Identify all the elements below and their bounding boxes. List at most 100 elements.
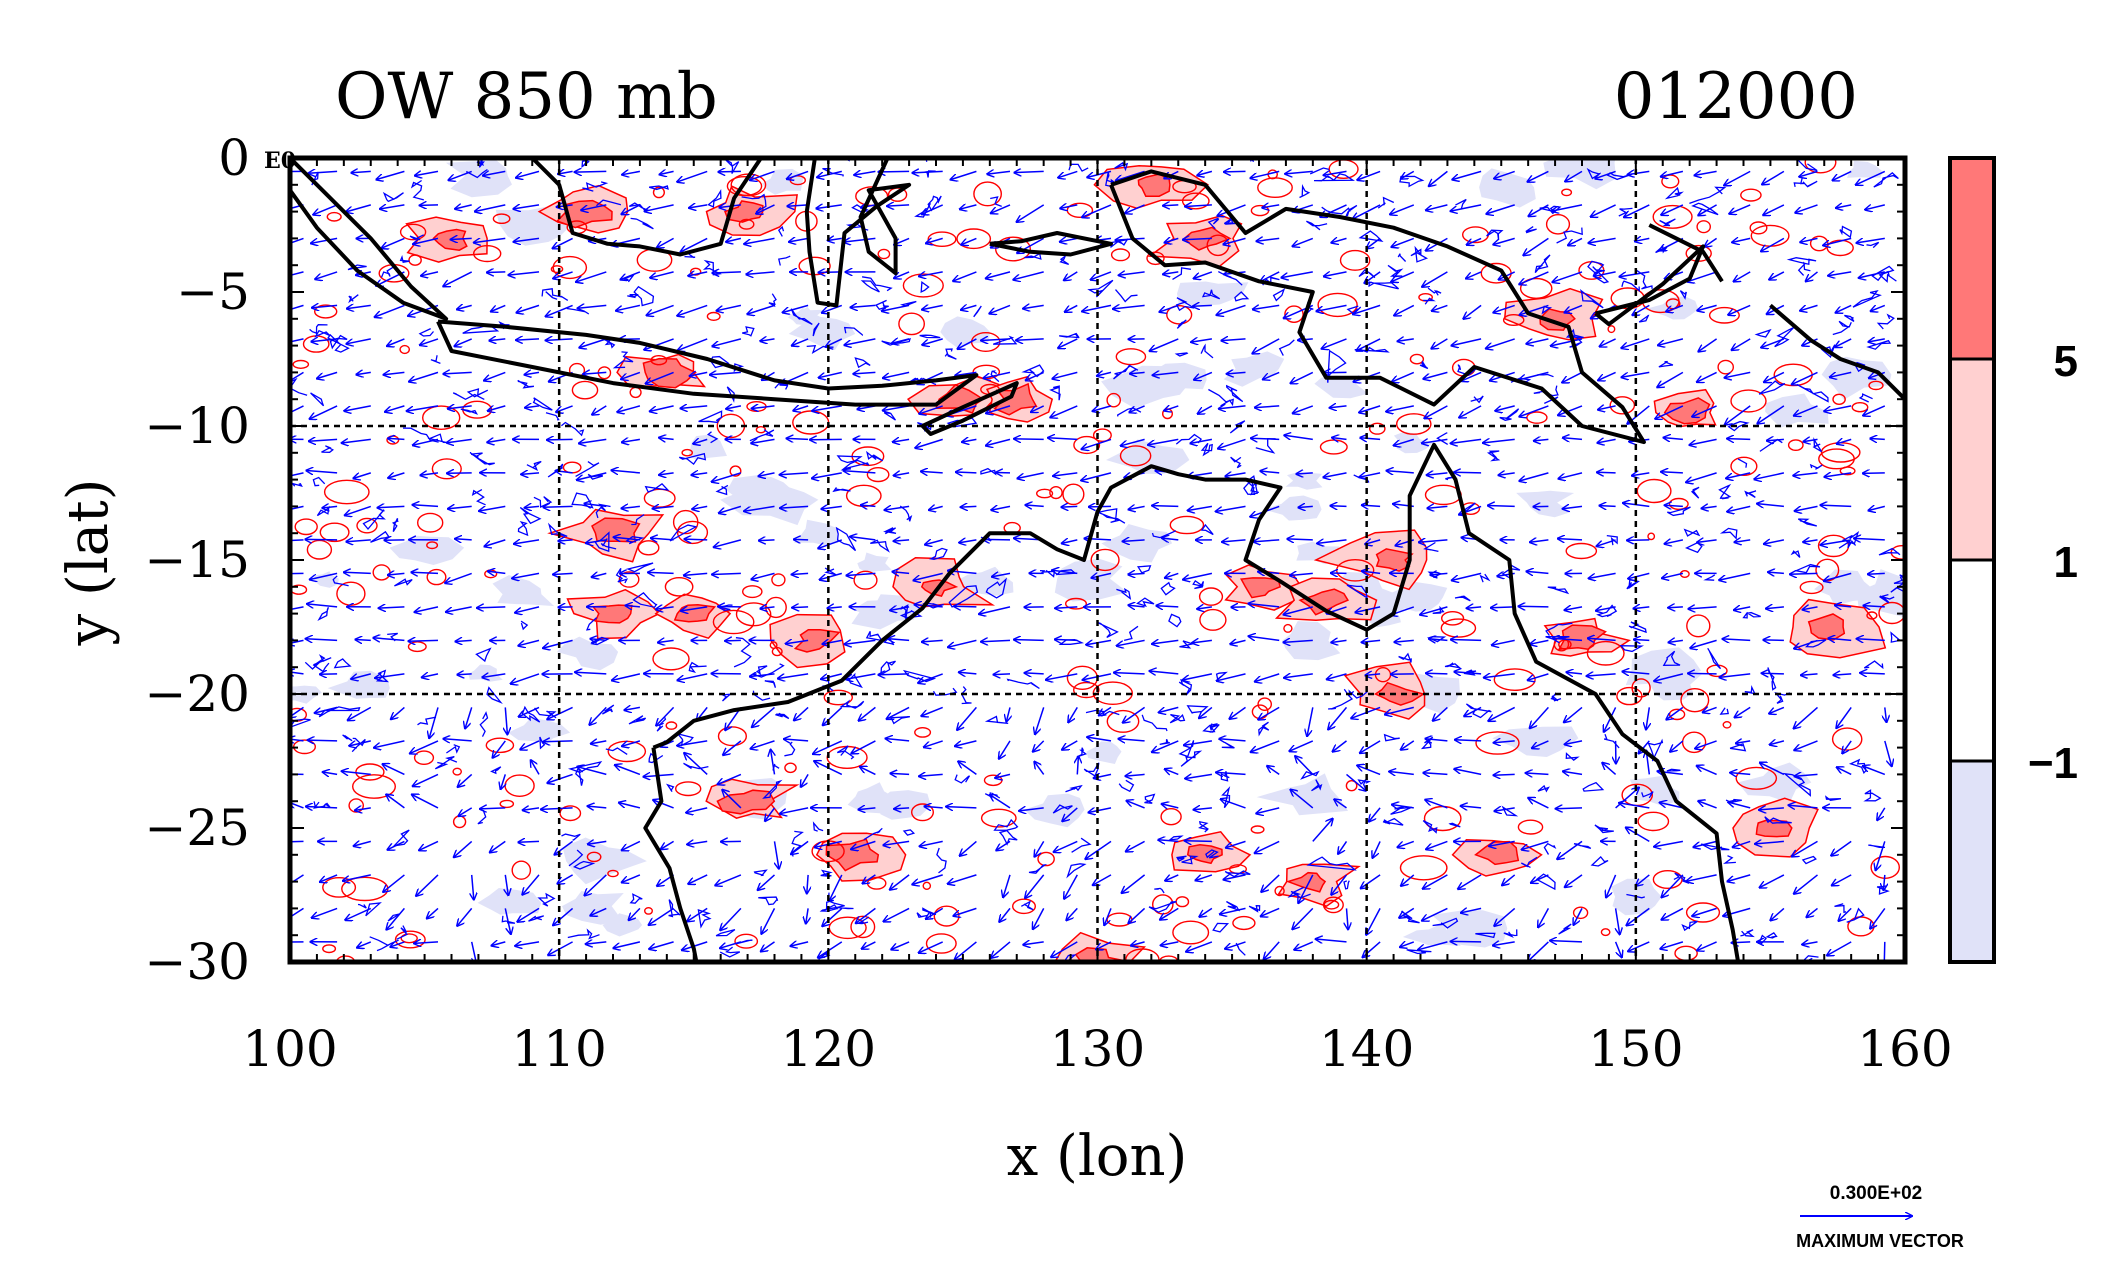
wind-vector xyxy=(878,674,910,675)
negative-contour xyxy=(520,620,529,631)
colorbar-label: −1 xyxy=(2028,739,2078,788)
negative-contour xyxy=(1311,779,1323,792)
wind-vector xyxy=(951,170,977,179)
negative-contour xyxy=(1176,319,1187,329)
positive-core-region xyxy=(591,517,641,543)
wind-vector xyxy=(1520,304,1549,315)
negative-contour xyxy=(1052,804,1073,814)
negative-contour xyxy=(477,809,487,825)
negative-contour xyxy=(1774,692,1791,704)
negative-contour xyxy=(919,334,941,339)
negative-contour xyxy=(960,686,972,705)
negative-contour xyxy=(1076,747,1088,758)
negative-contour xyxy=(1679,290,1687,300)
wind-vector xyxy=(1553,271,1583,282)
wind-vector xyxy=(1253,305,1280,309)
wind-vector xyxy=(890,773,910,774)
negative-contour xyxy=(1666,506,1691,517)
wind-vector xyxy=(1160,304,1179,312)
x-tick-label: 160 xyxy=(1857,1020,1952,1078)
wind-vector xyxy=(1568,237,1583,245)
positive-contour xyxy=(784,762,797,774)
positive-contour xyxy=(1637,811,1670,832)
negative-shaded-region xyxy=(1263,495,1322,521)
positive-contour xyxy=(1839,466,1856,476)
wind-vector xyxy=(1422,271,1448,287)
wind-vector xyxy=(1293,237,1314,246)
negative-shaded-region xyxy=(1625,647,1701,686)
negative-contour xyxy=(314,329,331,338)
wind-vector xyxy=(1324,272,1347,277)
negative-contour xyxy=(1684,542,1703,554)
wind-vector xyxy=(1125,204,1145,213)
wind-vector xyxy=(987,171,1011,174)
negative-contour xyxy=(865,630,883,642)
negative-contour xyxy=(1890,581,1905,593)
negative-contour xyxy=(1358,230,1384,243)
positive-contour xyxy=(1517,819,1544,835)
negative-contour xyxy=(427,433,447,444)
negative-contour xyxy=(380,265,396,278)
positive-contour xyxy=(956,228,992,250)
x-tick-label: 100 xyxy=(242,1020,337,1078)
negative-contour xyxy=(1198,820,1209,833)
wind-vector xyxy=(1870,439,1885,440)
wind-vector xyxy=(1800,304,1818,310)
negative-contour xyxy=(1681,920,1698,932)
wind-vector xyxy=(1082,204,1112,217)
wind-vector xyxy=(1868,573,1885,574)
negative-contour xyxy=(1628,621,1647,634)
positive-contour xyxy=(1740,188,1762,202)
wind-vector xyxy=(1467,237,1482,244)
y-axis-label: y (lat) xyxy=(56,479,121,647)
negative-shaded-region xyxy=(492,575,555,607)
negative-contour xyxy=(1234,291,1250,302)
negative-contour xyxy=(587,473,604,480)
wind-vector xyxy=(1357,170,1381,180)
positive-contour xyxy=(1735,766,1778,790)
positive-contour xyxy=(1399,855,1448,881)
positive-contour xyxy=(552,255,588,280)
wind-vector xyxy=(787,170,809,179)
negative-contour xyxy=(1179,640,1196,649)
negative-contour xyxy=(707,431,719,444)
negative-contour xyxy=(1690,486,1700,499)
negative-contour xyxy=(382,191,404,203)
negative-contour xyxy=(1470,395,1484,404)
negative-contour xyxy=(719,946,741,958)
negative-contour xyxy=(1136,565,1152,574)
negative-contour xyxy=(585,617,598,631)
negative-contour xyxy=(1805,639,1827,648)
negative-contour xyxy=(1520,856,1538,868)
wind-vector xyxy=(1668,607,1683,608)
wind-vector xyxy=(1119,272,1145,275)
vector-key: 0.300E+02 MAXIMUM VECTOR xyxy=(1796,1183,1964,1251)
wind-vector xyxy=(1260,271,1280,282)
positive-contour xyxy=(1339,249,1371,271)
negative-contour xyxy=(644,482,670,493)
wind-vector xyxy=(1463,304,1482,318)
negative-contour xyxy=(1742,611,1761,619)
wind-vector xyxy=(954,606,977,607)
negative-contour xyxy=(1457,364,1477,376)
negative-contour xyxy=(1212,922,1230,933)
negative-contour xyxy=(501,915,516,924)
wind-vector xyxy=(290,539,304,542)
positive-contour xyxy=(422,405,461,431)
positive-contour xyxy=(352,774,397,799)
negative-contour xyxy=(1368,281,1400,290)
negative-contour xyxy=(560,421,585,437)
positive-contour xyxy=(1558,639,1572,650)
negative-shaded-region xyxy=(508,717,571,744)
positive-contour xyxy=(1440,611,1465,626)
negative-contour xyxy=(1410,245,1429,263)
wind-vector xyxy=(919,272,943,276)
negative-contour xyxy=(1432,917,1459,929)
negative-contour xyxy=(1501,805,1519,817)
wind-vector xyxy=(1697,304,1717,310)
wind-vector xyxy=(1865,205,1885,210)
wind-vector xyxy=(516,170,540,177)
wind-vector xyxy=(375,304,405,317)
wind-vector xyxy=(308,740,338,741)
wind-vector xyxy=(1426,204,1448,210)
